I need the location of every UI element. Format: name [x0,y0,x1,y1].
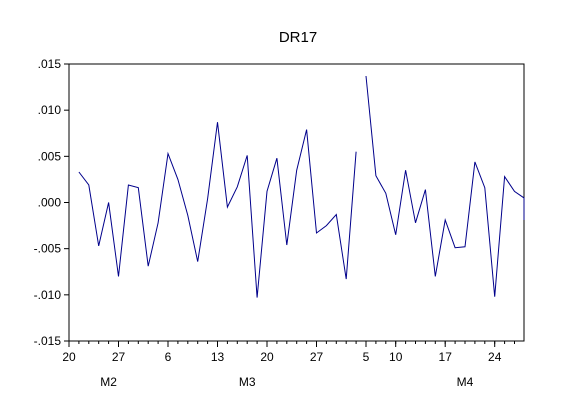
x-tick-label: 13 [211,350,225,364]
x-tick-label: 20 [62,350,76,364]
x-tick-label: 5 [363,350,370,364]
x-tick-label: 6 [165,350,172,364]
month-label: M3 [239,375,256,389]
x-axis: 20 27 6 13 20 27 5 10 17 24 [62,341,515,364]
plot-frame [68,63,525,342]
y-tick-label: -.010 [34,288,62,302]
y-tick-label: .010 [38,103,62,117]
x-tick-label: 17 [439,350,453,364]
x-tick-label: 27 [112,350,126,364]
series-group [78,75,525,298]
x-tick-label: 20 [260,350,274,364]
y-axis: .015 .010 .005 .000 -.005 -.010 -.015 [34,57,69,348]
x-tick-label: 10 [389,350,403,364]
series-line [365,75,525,297]
month-axis: M2 M3 M4 [100,375,473,389]
month-label: M4 [457,375,474,389]
x-tick-label: 24 [488,350,502,364]
month-label: M2 [100,375,117,389]
y-tick-label: .015 [38,57,62,71]
x-tick-label: 27 [310,350,324,364]
y-tick-label: .005 [38,149,62,163]
y-tick-label: -.005 [34,242,62,256]
y-tick-label: .000 [38,196,62,210]
y-tick-label: -.015 [34,334,62,348]
chart-title: DR17 [279,29,317,46]
series-line [78,122,357,298]
